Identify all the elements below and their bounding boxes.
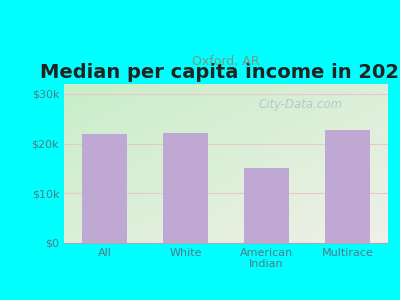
Text: Oxford, AR: Oxford, AR — [192, 55, 260, 68]
Title: Median per capita income in 2022: Median per capita income in 2022 — [40, 63, 400, 82]
Bar — [325, 130, 370, 243]
Text: City-Data.com: City-Data.com — [258, 98, 342, 111]
Bar — [82, 134, 127, 243]
Bar — [163, 133, 208, 243]
Bar — [244, 169, 289, 243]
